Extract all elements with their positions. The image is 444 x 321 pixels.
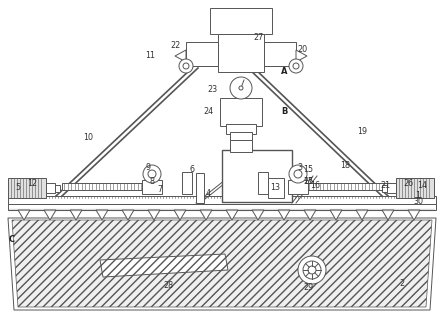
Circle shape [230,77,252,99]
Circle shape [289,165,307,183]
Bar [230,132,252,140]
Text: 20: 20 [297,46,307,55]
Text: 18: 18 [340,160,350,169]
Polygon shape [122,210,134,220]
Circle shape [289,59,303,73]
Text: 3: 3 [297,163,302,172]
Circle shape [143,165,161,183]
Polygon shape [330,210,342,220]
Text: 11: 11 [145,50,155,59]
Text: A: A [281,67,287,76]
Bar [222,150,292,202]
Text: 12: 12 [27,178,37,187]
Text: 25: 25 [303,178,313,187]
Bar [387,183,396,193]
Circle shape [298,256,326,284]
Circle shape [179,59,193,73]
Text: 19: 19 [357,127,367,136]
Circle shape [308,266,316,274]
Bar [226,124,256,134]
Bar [142,180,162,194]
Bar [258,172,268,194]
Polygon shape [44,210,56,220]
Bar [382,185,387,192]
Bar [218,34,264,72]
Text: B: B [281,108,287,117]
Polygon shape [296,50,307,62]
Text: 30: 30 [413,197,423,206]
Circle shape [183,63,189,69]
Bar [46,183,55,193]
Bar [55,185,60,192]
Text: 26: 26 [403,178,413,187]
Text: 8: 8 [150,178,155,187]
Polygon shape [252,210,264,220]
Text: 2: 2 [400,279,404,288]
Polygon shape [148,210,160,220]
Text: 15: 15 [303,166,313,175]
Text: 21: 21 [380,181,390,190]
Circle shape [303,261,321,279]
Circle shape [294,170,302,178]
Bar [210,8,272,34]
Polygon shape [408,210,420,220]
Text: 16: 16 [310,181,320,190]
Polygon shape [96,210,108,220]
Text: 13: 13 [270,184,280,193]
Polygon shape [100,254,228,277]
Text: 4: 4 [206,188,210,197]
Bar [8,178,46,198]
Text: 17: 17 [303,178,313,187]
Text: 24: 24 [203,108,213,117]
Bar [196,173,204,203]
Text: 14: 14 [417,181,427,190]
Polygon shape [226,210,238,220]
Text: C: C [9,236,15,245]
Polygon shape [175,50,186,62]
Circle shape [148,170,156,178]
Text: 28: 28 [163,281,173,290]
Bar [8,196,436,204]
Bar [186,42,218,66]
Text: 7: 7 [158,186,163,195]
Polygon shape [382,210,394,220]
Bar [300,183,388,190]
Text: 1: 1 [416,190,420,199]
Bar [396,178,434,198]
Polygon shape [70,210,82,220]
Polygon shape [200,210,212,220]
Circle shape [293,63,299,69]
Polygon shape [304,210,316,220]
Text: 22: 22 [170,40,180,49]
Bar [264,42,296,66]
Bar [230,140,252,152]
Bar [220,98,262,126]
Bar [8,204,436,210]
Bar [288,180,308,194]
Polygon shape [356,210,368,220]
Bar [182,172,192,194]
Polygon shape [278,210,290,220]
Text: 10: 10 [83,134,93,143]
Text: 23: 23 [207,85,217,94]
Text: 27: 27 [253,33,263,42]
Text: 5: 5 [16,184,20,193]
Polygon shape [8,218,436,310]
Polygon shape [12,220,432,307]
Bar [268,178,284,198]
Polygon shape [18,210,30,220]
Text: 6: 6 [190,166,194,175]
Bar [62,183,150,190]
Circle shape [239,86,243,90]
Text: 9: 9 [146,163,151,172]
Text: 29: 29 [303,282,313,291]
Polygon shape [174,210,186,220]
